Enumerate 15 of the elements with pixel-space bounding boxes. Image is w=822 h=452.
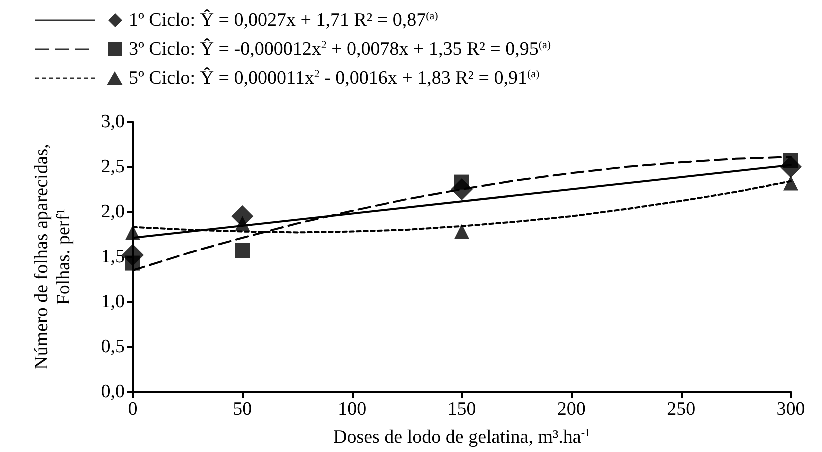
x-tick-label: 250 [667, 399, 696, 420]
x-tick-label: 150 [448, 399, 476, 420]
y-axis-title: Número de folhas aparecidas, Folhas. perf¹ [32, 144, 74, 370]
y-tick-label: 3,0 [101, 112, 125, 132]
y-tick-label: 2,5 [101, 156, 125, 178]
x-tick-label: 50 [233, 399, 252, 420]
y-tick-label: 2,0 [101, 202, 125, 222]
x-tick-label: 300 [776, 399, 806, 420]
y-tick-label: 0,0 [101, 382, 125, 402]
y-tick-label: 0,5 [101, 336, 125, 358]
y-tick-label: 1,0 [101, 292, 125, 312]
x-tick-label: 100 [338, 399, 367, 420]
y-tick-label: 1,5 [101, 246, 125, 268]
x-tick-label: 0 [128, 399, 138, 420]
x-tick-label: 200 [557, 399, 586, 420]
